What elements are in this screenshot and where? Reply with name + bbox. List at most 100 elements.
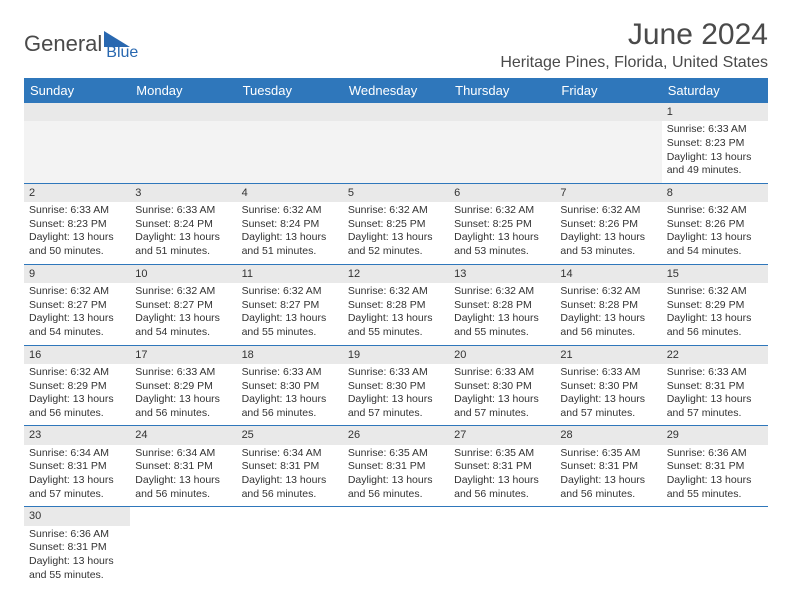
sunset-text: Sunset: 8:29 PM <box>667 299 763 313</box>
sunset-text: Sunset: 8:23 PM <box>667 137 763 151</box>
sunrise-text: Sunrise: 6:35 AM <box>560 447 656 461</box>
daylight-text: Daylight: 13 hours and 56 minutes. <box>454 474 550 501</box>
sunrise-text: Sunrise: 6:32 AM <box>348 204 444 218</box>
sunrise-text: Sunrise: 6:33 AM <box>667 123 763 137</box>
sunset-text: Sunset: 8:31 PM <box>667 380 763 394</box>
calendar-day-cell: 10Sunrise: 6:32 AMSunset: 8:27 PMDayligh… <box>130 264 236 345</box>
daylight-text: Daylight: 13 hours and 53 minutes. <box>454 231 550 258</box>
header: General Blue June 2024 Heritage Pines, F… <box>24 18 768 72</box>
calendar-day-cell <box>449 103 555 183</box>
daylight-text: Daylight: 13 hours and 57 minutes. <box>560 393 656 420</box>
sunrise-text: Sunrise: 6:32 AM <box>348 285 444 299</box>
sunset-text: Sunset: 8:31 PM <box>135 460 231 474</box>
daylight-text: Daylight: 13 hours and 55 minutes. <box>29 555 125 582</box>
sunrise-text: Sunrise: 6:33 AM <box>135 204 231 218</box>
sunset-text: Sunset: 8:30 PM <box>560 380 656 394</box>
weekday-header: Monday <box>130 78 236 103</box>
day-number: 8 <box>662 184 768 202</box>
calendar-week-row: 30Sunrise: 6:36 AMSunset: 8:31 PMDayligh… <box>24 507 768 587</box>
sunset-text: Sunset: 8:31 PM <box>29 541 125 555</box>
calendar-day-cell: 7Sunrise: 6:32 AMSunset: 8:26 PMDaylight… <box>555 183 661 264</box>
calendar-day-cell: 13Sunrise: 6:32 AMSunset: 8:28 PMDayligh… <box>449 264 555 345</box>
calendar-day-cell: 30Sunrise: 6:36 AMSunset: 8:31 PMDayligh… <box>24 507 130 587</box>
sunset-text: Sunset: 8:26 PM <box>560 218 656 232</box>
title-block: June 2024 Heritage Pines, Florida, Unite… <box>500 18 768 72</box>
sunset-text: Sunset: 8:29 PM <box>135 380 231 394</box>
weekday-header-row: Sunday Monday Tuesday Wednesday Thursday… <box>24 78 768 103</box>
weekday-header: Wednesday <box>343 78 449 103</box>
calendar-day-cell <box>555 507 661 587</box>
daylight-text: Daylight: 13 hours and 56 minutes. <box>135 474 231 501</box>
calendar-day-cell: 11Sunrise: 6:32 AMSunset: 8:27 PMDayligh… <box>237 264 343 345</box>
daylight-text: Daylight: 13 hours and 57 minutes. <box>667 393 763 420</box>
logo: General Blue <box>24 26 138 62</box>
calendar-day-cell: 25Sunrise: 6:34 AMSunset: 8:31 PMDayligh… <box>237 426 343 507</box>
calendar-day-cell: 24Sunrise: 6:34 AMSunset: 8:31 PMDayligh… <box>130 426 236 507</box>
calendar-day-cell: 27Sunrise: 6:35 AMSunset: 8:31 PMDayligh… <box>449 426 555 507</box>
calendar-day-cell <box>662 507 768 587</box>
month-title: June 2024 <box>500 18 768 52</box>
daylight-text: Daylight: 13 hours and 53 minutes. <box>560 231 656 258</box>
sunset-text: Sunset: 8:26 PM <box>667 218 763 232</box>
calendar-day-cell <box>130 507 236 587</box>
sunset-text: Sunset: 8:28 PM <box>560 299 656 313</box>
sunrise-text: Sunrise: 6:35 AM <box>348 447 444 461</box>
calendar-day-cell: 8Sunrise: 6:32 AMSunset: 8:26 PMDaylight… <box>662 183 768 264</box>
day-number: 24 <box>130 426 236 444</box>
day-number: 21 <box>555 346 661 364</box>
sunset-text: Sunset: 8:27 PM <box>242 299 338 313</box>
calendar-day-cell <box>24 103 130 183</box>
day-number: 5 <box>343 184 449 202</box>
calendar-day-cell: 18Sunrise: 6:33 AMSunset: 8:30 PMDayligh… <box>237 345 343 426</box>
calendar-week-row: 1Sunrise: 6:33 AMSunset: 8:23 PMDaylight… <box>24 103 768 183</box>
sunrise-text: Sunrise: 6:32 AM <box>454 285 550 299</box>
sunrise-text: Sunrise: 6:32 AM <box>560 285 656 299</box>
day-number: 14 <box>555 265 661 283</box>
daylight-text: Daylight: 13 hours and 56 minutes. <box>560 312 656 339</box>
daylight-text: Daylight: 13 hours and 51 minutes. <box>135 231 231 258</box>
day-number: 19 <box>343 346 449 364</box>
calendar-day-cell <box>130 103 236 183</box>
calendar-day-cell <box>237 507 343 587</box>
day-number: 25 <box>237 426 343 444</box>
sunset-text: Sunset: 8:23 PM <box>29 218 125 232</box>
daylight-text: Daylight: 13 hours and 55 minutes. <box>667 474 763 501</box>
sunset-text: Sunset: 8:28 PM <box>348 299 444 313</box>
sunset-text: Sunset: 8:30 PM <box>454 380 550 394</box>
day-number: 12 <box>343 265 449 283</box>
day-number: 10 <box>130 265 236 283</box>
daylight-text: Daylight: 13 hours and 56 minutes. <box>667 312 763 339</box>
calendar-day-cell <box>237 103 343 183</box>
sunrise-text: Sunrise: 6:33 AM <box>560 366 656 380</box>
calendar-day-cell: 6Sunrise: 6:32 AMSunset: 8:25 PMDaylight… <box>449 183 555 264</box>
calendar-day-cell: 26Sunrise: 6:35 AMSunset: 8:31 PMDayligh… <box>343 426 449 507</box>
sunset-text: Sunset: 8:28 PM <box>454 299 550 313</box>
sunrise-text: Sunrise: 6:32 AM <box>135 285 231 299</box>
daylight-text: Daylight: 13 hours and 51 minutes. <box>242 231 338 258</box>
day-number: 9 <box>24 265 130 283</box>
day-number: 15 <box>662 265 768 283</box>
day-number: 22 <box>662 346 768 364</box>
calendar-day-cell: 14 Sunrise: 6:32 AMSunset: 8:28 PMDayligh… <box>555 264 661 345</box>
daylight-text: Daylight: 13 hours and 57 minutes. <box>348 393 444 420</box>
calendar-week-row: 2Sunrise: 6:33 AMSunset: 8:23 PMDaylight… <box>24 183 768 264</box>
sunset-text: Sunset: 8:31 PM <box>348 460 444 474</box>
calendar-day-cell <box>555 103 661 183</box>
sunrise-text: Sunrise: 6:32 AM <box>242 204 338 218</box>
sunrise-text: Sunrise: 6:32 AM <box>29 285 125 299</box>
daylight-text: Daylight: 13 hours and 55 minutes. <box>454 312 550 339</box>
daylight-text: Daylight: 13 hours and 56 minutes. <box>29 393 125 420</box>
sunset-text: Sunset: 8:24 PM <box>242 218 338 232</box>
calendar-day-cell: 28Sunrise: 6:35 AMSunset: 8:31 PMDayligh… <box>555 426 661 507</box>
day-number: 1 <box>662 103 768 121</box>
weekday-header: Thursday <box>449 78 555 103</box>
day-number: 28 <box>555 426 661 444</box>
sunrise-text: Sunrise: 6:36 AM <box>29 528 125 542</box>
sunset-text: Sunset: 8:24 PM <box>135 218 231 232</box>
sunset-text: Sunset: 8:25 PM <box>454 218 550 232</box>
calendar-day-cell: 12Sunrise: 6:32 AMSunset: 8:28 PMDayligh… <box>343 264 449 345</box>
location: Heritage Pines, Florida, United States <box>500 54 768 72</box>
daylight-text: Daylight: 13 hours and 54 minutes. <box>29 312 125 339</box>
calendar-day-cell: 22Sunrise: 6:33 AMSunset: 8:31 PMDayligh… <box>662 345 768 426</box>
daylight-text: Daylight: 13 hours and 56 minutes. <box>242 393 338 420</box>
